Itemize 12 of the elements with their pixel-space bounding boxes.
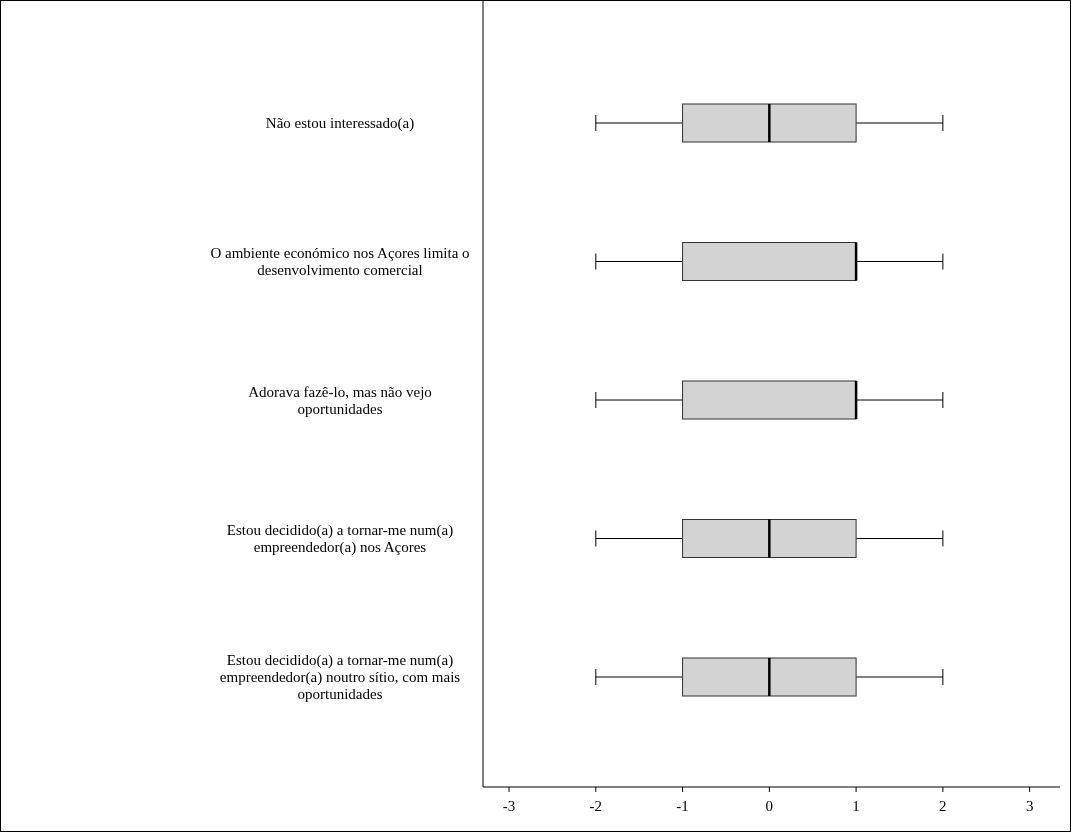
y-tick-label: Adorava fazê-lo, mas não vejo oportunidades (248, 383, 432, 417)
y-tick-label: Estou decidido(a) a tornar-me num(a) empreendedor(a) noutro sítio, com mais oportunidades (219, 652, 461, 702)
x-tick-label: 0 (765, 798, 774, 814)
x-tick-label: 2 (939, 798, 947, 814)
y-tick-label: Estou decidido(a) a tornar-me num(a) empreendedor(a) nos Açores (226, 522, 454, 556)
x-tick-label: 3 (1025, 798, 1034, 814)
y-tick-label: Não estou interessado(a) (265, 115, 415, 132)
x-tick-label: 1 (852, 798, 860, 814)
x-tick-label: -2 (589, 798, 603, 814)
x-tick-label: -3 (502, 798, 516, 814)
x-tick-label: -1 (676, 798, 689, 814)
y-tick-label: O ambiente económico nos Açores limita o desenvolvimento comercial (210, 245, 470, 278)
